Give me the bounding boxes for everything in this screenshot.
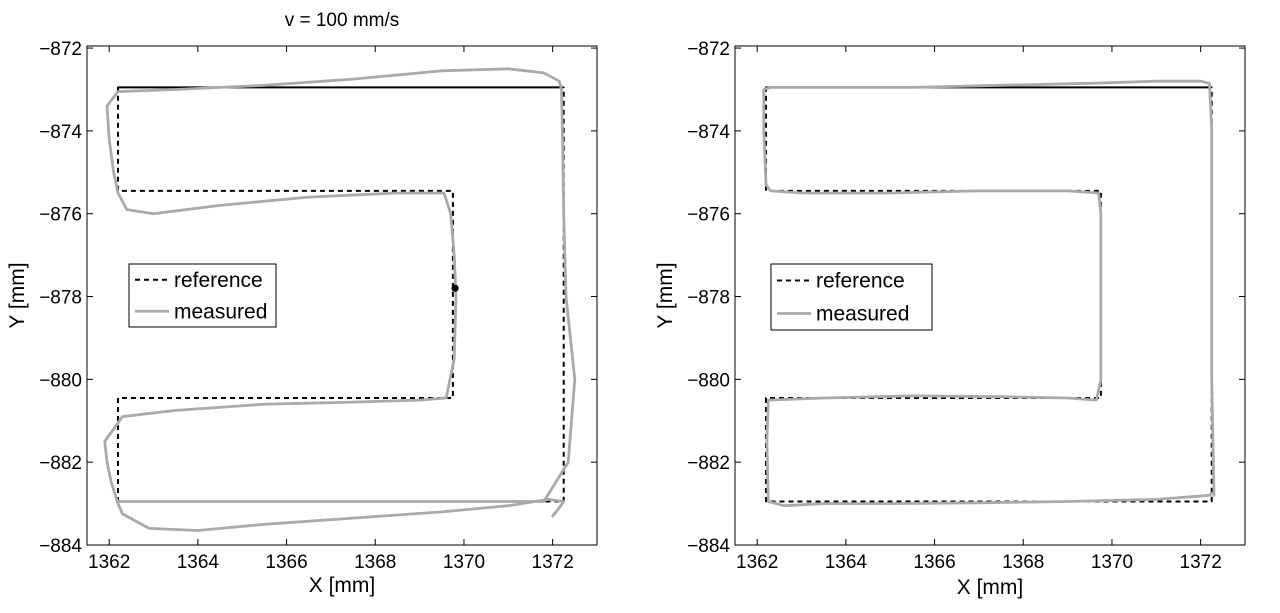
x-tick-label: 1362	[736, 552, 778, 573]
x-axis-label: X [mm]	[309, 574, 376, 597]
series-line-reference	[117, 86, 565, 503]
chart-title: v = 100 mm/s	[285, 10, 400, 31]
axes-frame	[86, 45, 598, 546]
right-plot-panel: 1362 1364 1366 1368 1370 1372 −884 −882 −880 −878…	[654, 39, 1246, 599]
x-tick-label: 1372	[1180, 552, 1222, 573]
y-tick-label: −874	[39, 122, 82, 143]
x-tick-label: 1368	[354, 552, 396, 573]
legend-label-measured: measured	[816, 303, 909, 326]
y-axis-label: Y [mm]	[6, 262, 29, 328]
axes-frame	[734, 45, 1246, 546]
y-tick-label: −872	[687, 39, 730, 60]
series-line-measured	[103, 67, 577, 532]
x-tick-label: 1362	[88, 552, 130, 573]
y-tick-label: −884	[687, 536, 730, 557]
y-tick-label: −876	[687, 205, 730, 226]
x-tick-label: 1370	[443, 552, 485, 573]
y-tick-label: −882	[687, 453, 730, 474]
x-tick-label: 1364	[177, 552, 220, 573]
x-tick-label: 1364	[825, 552, 868, 573]
x-tick-label: 1366	[265, 552, 307, 573]
legend-label-reference: reference	[816, 270, 905, 293]
y-tick-label: −882	[39, 453, 82, 474]
x-tick-label: 1370	[1091, 552, 1133, 573]
legend: reference measured	[128, 263, 277, 328]
marker-point	[451, 284, 459, 292]
legend-box	[770, 263, 933, 331]
x-tick-label: 1366	[913, 552, 955, 573]
y-tick-label: −878	[687, 288, 730, 309]
x-tick-label: 1368	[1002, 552, 1044, 573]
legend: reference measured	[770, 263, 933, 331]
y-tick-label: −878	[39, 288, 82, 309]
left-plot-panel: 1362 1364 1366 1368 1370 1372 −884 −882 −880 −878…	[6, 10, 598, 597]
y-tick-label: −880	[39, 370, 82, 391]
y-tick-label: −884	[39, 536, 82, 557]
x-axis-label: X [mm]	[957, 576, 1024, 599]
y-tick-label: −872	[39, 39, 82, 60]
legend-label-measured: measured	[174, 300, 267, 323]
y-axis-label: Y [mm]	[654, 262, 677, 328]
legend-label-reference: reference	[174, 269, 263, 292]
x-tick-label: 1372	[532, 552, 574, 573]
legend-box	[128, 263, 277, 328]
y-tick-label: −880	[687, 370, 730, 391]
y-tick-label: −876	[39, 205, 82, 226]
series-line-measured	[762, 79, 1216, 508]
y-tick-label: −874	[687, 122, 730, 143]
